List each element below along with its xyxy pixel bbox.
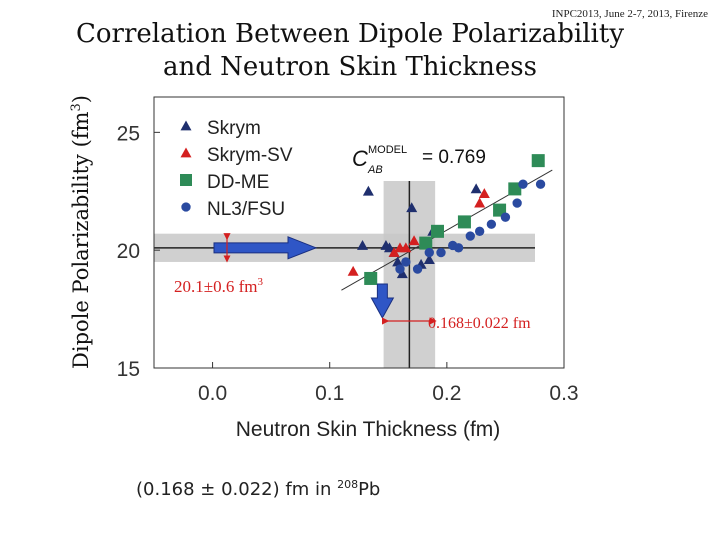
point-skrym xyxy=(362,185,374,196)
title-line-1: Correlation Between Dipole Polarizabilit… xyxy=(75,19,625,49)
point-nl3-fsu xyxy=(453,243,464,253)
footer-text: (0.168 ± 0.022) fm in xyxy=(136,479,338,500)
y-axis-label: Dipole Polarizability (fm3) xyxy=(69,95,93,369)
x-tick-label: 0.0 xyxy=(198,382,227,405)
point-nl3-fsu xyxy=(424,247,434,258)
point-nl3-fsu xyxy=(474,226,485,236)
x-tick-label: 0.3 xyxy=(549,382,578,405)
correlation-coefficient: C MODEL AB = 0.769 xyxy=(352,144,486,176)
point-dd-me xyxy=(531,154,545,168)
point-skrym xyxy=(423,254,435,264)
point-skrym-sv xyxy=(478,188,490,199)
svg-text:C: C xyxy=(352,146,368,171)
y-tick-label: 25 xyxy=(117,122,140,145)
legend-marker xyxy=(181,202,191,212)
point-nl3-fsu xyxy=(395,264,405,274)
point-dd-me xyxy=(430,224,444,238)
isotope-symbol: Pb xyxy=(358,479,381,500)
point-nl3-fsu xyxy=(486,219,497,229)
svg-text:= 0.769: = 0.769 xyxy=(422,147,486,168)
conference-note: INPC2013, June 2-7, 2013, Firenze xyxy=(551,8,708,20)
x-tick-label: 0.2 xyxy=(432,382,461,405)
point-nl3-fsu xyxy=(465,231,475,241)
point-skrym xyxy=(470,183,482,194)
point-nl3-fsu xyxy=(518,179,528,189)
y-tick-label: 15 xyxy=(117,358,140,381)
x-tick-label: 0.1 xyxy=(315,382,344,405)
axis-ticks: 0.0 0.1 0.2 0.3 15 20 25 xyxy=(117,122,579,405)
point-skrym-sv xyxy=(408,235,420,246)
point-skrym-sv xyxy=(400,242,412,253)
legend-marker xyxy=(180,147,192,158)
legend-marker xyxy=(180,174,192,186)
point-skrym-sv xyxy=(388,247,400,257)
legend: Skrym Skrym-SV DD-ME NL3/FSU xyxy=(180,118,293,220)
legend-marker xyxy=(180,120,192,131)
point-skrym xyxy=(406,202,418,213)
legend-label: DD-ME xyxy=(207,172,269,193)
point-skrym xyxy=(383,242,395,253)
y-constraint-label: 20.1±0.6 fm3 xyxy=(174,276,263,296)
legend-label: Skrym-SV xyxy=(207,145,293,166)
point-nl3-fsu xyxy=(512,198,522,208)
point-dd-me xyxy=(508,182,522,196)
y-tick-label: 20 xyxy=(117,240,140,263)
point-skrym-sv xyxy=(347,265,359,276)
point-nl3-fsu xyxy=(535,179,546,189)
point-nl3-fsu xyxy=(412,264,423,274)
point-skrym xyxy=(357,239,369,250)
point-dd-me xyxy=(364,271,378,285)
data-points xyxy=(347,154,546,285)
svg-text:MODEL: MODEL xyxy=(368,144,407,156)
svg-text:AB: AB xyxy=(367,164,383,176)
result-footer: (0.168 ± 0.022) fm in 208Pb xyxy=(136,478,380,500)
plot-frame xyxy=(153,96,565,369)
isotope-mass: 208 xyxy=(337,478,359,491)
point-nl3-fsu xyxy=(500,212,511,222)
legend-label: Skrym xyxy=(207,118,261,139)
legend-label: NL3/FSU xyxy=(207,199,285,220)
title-line-2: and Neutron Skin Thickness xyxy=(162,52,537,82)
x-constraint-label: 0.168±0.022 fm xyxy=(428,315,531,332)
point-dd-me xyxy=(457,215,471,229)
point-skrym xyxy=(392,256,404,267)
point-skrym-sv xyxy=(474,197,486,208)
x-axis-label: Neutron Skin Thickness (fm) xyxy=(236,418,501,441)
blue-arrow-down xyxy=(370,283,395,320)
point-dd-me xyxy=(419,236,433,250)
point-skrym xyxy=(396,268,408,279)
slide-title: Correlation Between Dipole Polarizabilit… xyxy=(70,18,630,84)
point-nl3-fsu xyxy=(436,247,446,258)
point-nl3-fsu xyxy=(401,257,411,267)
